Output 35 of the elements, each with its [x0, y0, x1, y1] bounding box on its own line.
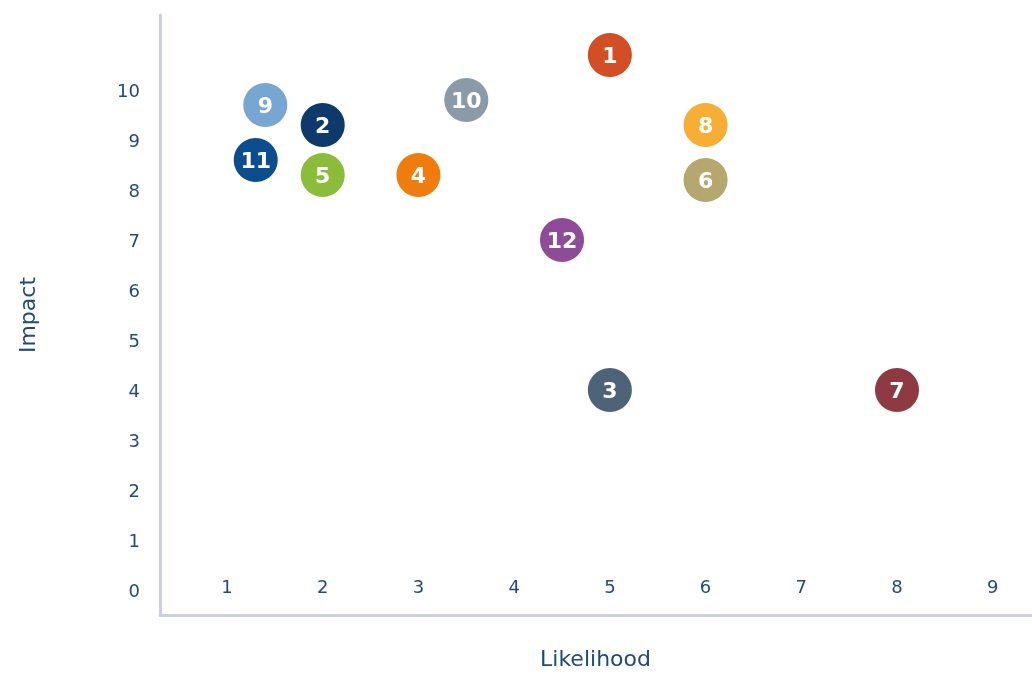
- x-tick-label: 8: [891, 575, 903, 597]
- series-label: 2: [315, 112, 331, 138]
- series-label: 6: [697, 167, 714, 193]
- y-tick-label: 7: [128, 229, 140, 251]
- y-tick-label: 3: [128, 429, 140, 451]
- series-label: 4: [410, 162, 427, 188]
- y-tick-label: 8: [128, 179, 140, 201]
- x-tick-label: 4: [508, 575, 520, 597]
- y-axis-title: Impact: [14, 276, 40, 354]
- y-tick-label: 9: [128, 129, 140, 151]
- series-label: 3: [602, 377, 618, 403]
- x-tick-label: 9: [986, 575, 999, 597]
- x-tick-label: 5: [604, 575, 616, 597]
- y-tick-label: 1: [128, 529, 140, 551]
- x-tick-label: 3: [412, 575, 425, 597]
- y-tick-label: 4: [128, 379, 140, 401]
- series-label: 5: [315, 162, 331, 188]
- series-label: 12: [546, 227, 578, 253]
- x-axis-title: Likelihood: [540, 645, 651, 671]
- point: [587, 33, 632, 77]
- series-label: 1: [602, 42, 618, 68]
- y-tick-label: 0: [128, 579, 140, 601]
- series-label: 8: [697, 112, 714, 138]
- series-label: 11: [240, 147, 272, 173]
- series-label: 9: [257, 92, 273, 118]
- x-tick-label: 2: [316, 575, 329, 597]
- x-tick-label: 7: [795, 575, 808, 597]
- y-tick-label: 10: [117, 79, 140, 101]
- series-label: 10: [450, 87, 482, 113]
- y-tick-label: 2: [128, 479, 140, 501]
- y-tick-label: 6: [128, 279, 140, 301]
- x-tick-label: 1: [221, 575, 233, 597]
- series-label: 7: [889, 377, 905, 403]
- y-tick-label: 5: [128, 329, 140, 351]
- x-tick-label: 6: [699, 575, 712, 597]
